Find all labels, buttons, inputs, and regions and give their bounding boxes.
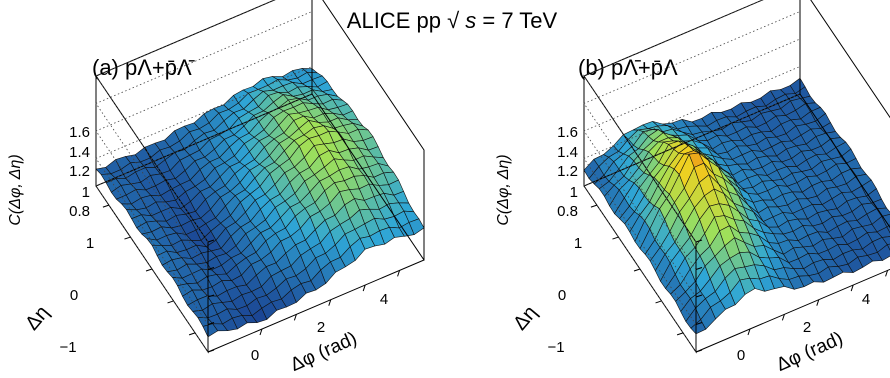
- phi-tick-label: 0: [737, 347, 745, 364]
- z-tick: [207, 322, 215, 325]
- eta-tick-label: 0: [70, 287, 78, 304]
- z-gridline: [95, 0, 276, 243]
- z-gridline: [95, 93, 313, 353]
- phi-tick: [362, 284, 366, 292]
- eta-tick-label: −1: [59, 339, 76, 356]
- z-tick-label: 1.2: [69, 163, 90, 180]
- phi-tick: [816, 299, 820, 306]
- eta-tick: [633, 268, 641, 272]
- title-prefix: ALICE pp: [347, 8, 447, 33]
- phi-tick-label: 0: [251, 347, 259, 364]
- phi-tick: [328, 299, 332, 306]
- z-tick: [207, 267, 215, 270]
- z-tick-label: 1: [82, 184, 90, 201]
- z-tick: [207, 294, 215, 298]
- phi-tick-label: 4: [862, 291, 870, 308]
- z-gridline: [583, 11, 801, 270]
- panel-a-z-ticks: 0.8 1 1.2 1.4 1.6: [69, 124, 90, 220]
- eta-tick-label: 1: [574, 235, 582, 252]
- z-tick-label: 1.6: [69, 124, 90, 141]
- eta-tick: [676, 332, 684, 336]
- eta-tick-label: 0: [558, 287, 566, 304]
- panel-b-z-axis-title: C(Δφ, Δη): [495, 154, 512, 225]
- eta-tick: [102, 204, 110, 208]
- z-tick: [695, 322, 703, 325]
- z-gridline: [95, 11, 313, 270]
- panel-b-surface: [583, 77, 890, 335]
- z-gridline: [583, 66, 801, 325]
- sqrt-variable: s: [465, 8, 476, 33]
- phi-tick: [293, 314, 297, 321]
- z-tick: [695, 294, 703, 298]
- panel-a: (a) pΛ+p̄Λ̄ C(Δφ, Δη) 0.8 1 1.2 1.4 1.6 …: [7, 0, 425, 376]
- panel-b-eta-axis-title: Δη: [509, 302, 542, 335]
- panel-b-label: (b) pΛ̄+p̄Λ: [578, 55, 678, 80]
- panel-a-frame: [95, 0, 425, 354]
- z-tick-label: 1.4: [69, 144, 90, 161]
- panel-a-z-axis-title: C(Δφ, Δη): [7, 154, 24, 225]
- panel-a-eta-axis-title: Δη: [21, 302, 54, 335]
- z-tick: [207, 239, 215, 243]
- phi-tick-label: 4: [380, 291, 388, 308]
- eta-tick: [612, 236, 619, 240]
- eta-tick-label: −1: [547, 339, 564, 356]
- eta-tick: [167, 300, 174, 304]
- panel-a-phi-ticks: 0 2 4: [251, 291, 388, 364]
- z-tick-label: 1.6: [557, 124, 578, 141]
- eta-tick: [145, 268, 153, 272]
- z-tick-label: 0.8: [69, 203, 90, 220]
- panel-b: (b) pΛ̄+p̄Λ C(Δφ, Δη) 0.8 1 1.2 1.4 1.6 …: [495, 0, 890, 376]
- phi-tick: [747, 328, 751, 336]
- panel-b-eta-ticks: −1 0 1: [547, 235, 582, 356]
- panel-a-eta-ticks: −1 0 1: [59, 235, 94, 356]
- surface-cell: [881, 236, 890, 245]
- surface-cell: [408, 218, 425, 236]
- panel-b-frame: [583, 0, 890, 354]
- eta-tick: [124, 236, 131, 240]
- phi-tick: [397, 270, 401, 277]
- z-gridline: [583, 38, 801, 298]
- phi-tick: [259, 328, 263, 336]
- z-tick-label: 0.8: [557, 203, 578, 220]
- eta-tick-label: 1: [86, 235, 94, 252]
- phi-tick-label: 2: [317, 319, 325, 336]
- panel-b-phi-ticks: 0 2 4: [737, 291, 870, 364]
- front-right-edge: [322, 0, 425, 260]
- phi-tick: [850, 284, 854, 292]
- surface-cell: [886, 243, 890, 251]
- phi-tick: [885, 270, 889, 277]
- z-tick: [695, 267, 703, 270]
- z-gridline: [95, 38, 313, 298]
- sqrt-symbol: √: [447, 8, 460, 33]
- panel-b-z-ticks: 0.8 1 1.2 1.4 1.6: [557, 124, 578, 220]
- z-gridline: [583, 0, 764, 243]
- title-suffix: = 7 TeV: [482, 8, 557, 33]
- z-tick-label: 1.4: [557, 144, 578, 161]
- z-tick-label: 1.2: [557, 163, 578, 180]
- z-gridline: [95, 66, 313, 325]
- eta-tick: [655, 300, 662, 304]
- phi-tick: [781, 314, 785, 321]
- eta-tick: [590, 204, 598, 208]
- panel-a-surface: [95, 68, 425, 338]
- z-tick-label: 1: [570, 184, 578, 201]
- front-right-edge: [810, 0, 890, 119]
- phi-tick-label: 2: [803, 319, 811, 336]
- figure-title: ALICE pp √ s = 7 TeV: [347, 8, 558, 33]
- z-gridline: [583, 93, 801, 353]
- panel-a-label: (a) pΛ+p̄Λ̄: [92, 55, 195, 80]
- z-tick: [695, 239, 703, 243]
- floor-edge: [695, 93, 890, 353]
- eta-tick: [188, 332, 196, 336]
